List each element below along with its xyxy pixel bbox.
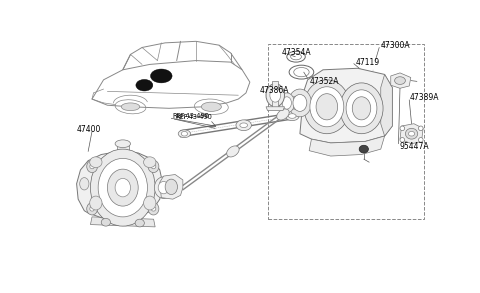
Ellipse shape	[98, 158, 147, 217]
Polygon shape	[160, 175, 183, 199]
Ellipse shape	[178, 130, 191, 138]
Text: 47386A: 47386A	[260, 86, 289, 95]
Polygon shape	[309, 136, 384, 156]
Ellipse shape	[395, 77, 406, 84]
Ellipse shape	[316, 94, 337, 120]
Bar	[268, 44, 424, 219]
Ellipse shape	[87, 160, 97, 173]
Polygon shape	[90, 217, 155, 227]
Ellipse shape	[266, 84, 285, 107]
Ellipse shape	[346, 90, 377, 127]
Text: REF.43-490: REF.43-490	[175, 114, 212, 120]
Ellipse shape	[310, 87, 344, 127]
Ellipse shape	[181, 131, 188, 136]
Ellipse shape	[148, 203, 159, 215]
Ellipse shape	[279, 93, 295, 113]
Text: 47352A: 47352A	[309, 77, 339, 86]
Circle shape	[90, 164, 95, 169]
Text: 47300A: 47300A	[381, 41, 410, 50]
Ellipse shape	[87, 203, 97, 215]
Polygon shape	[400, 124, 423, 144]
Ellipse shape	[227, 146, 239, 157]
Circle shape	[151, 207, 156, 211]
Ellipse shape	[144, 196, 156, 210]
Ellipse shape	[288, 89, 312, 117]
Text: 95447A: 95447A	[400, 142, 430, 151]
Ellipse shape	[148, 160, 159, 173]
Text: REF.43-490: REF.43-490	[173, 113, 210, 119]
Ellipse shape	[240, 123, 248, 127]
Ellipse shape	[288, 114, 296, 118]
Ellipse shape	[136, 79, 153, 91]
Ellipse shape	[121, 103, 140, 111]
Text: 47400: 47400	[77, 125, 101, 134]
Ellipse shape	[304, 80, 350, 134]
Polygon shape	[272, 81, 278, 109]
Ellipse shape	[90, 149, 155, 226]
Text: 47119: 47119	[356, 58, 380, 67]
Ellipse shape	[151, 69, 172, 83]
Ellipse shape	[90, 157, 102, 168]
Ellipse shape	[165, 179, 178, 195]
Ellipse shape	[80, 178, 89, 190]
Polygon shape	[117, 144, 129, 151]
Circle shape	[151, 164, 156, 169]
Polygon shape	[300, 68, 392, 143]
Ellipse shape	[282, 97, 291, 109]
Polygon shape	[391, 73, 411, 88]
Ellipse shape	[115, 140, 131, 148]
Circle shape	[419, 126, 423, 131]
Ellipse shape	[270, 88, 281, 102]
Ellipse shape	[352, 97, 371, 120]
Circle shape	[400, 138, 405, 142]
Ellipse shape	[194, 99, 228, 115]
Ellipse shape	[408, 131, 415, 136]
Ellipse shape	[115, 100, 146, 114]
Ellipse shape	[236, 120, 252, 131]
Polygon shape	[266, 107, 285, 111]
Ellipse shape	[406, 128, 418, 139]
Polygon shape	[381, 74, 392, 136]
Ellipse shape	[201, 102, 221, 111]
Ellipse shape	[115, 178, 131, 197]
Polygon shape	[288, 96, 300, 110]
Ellipse shape	[359, 145, 369, 153]
Circle shape	[90, 207, 95, 211]
Ellipse shape	[293, 94, 307, 111]
Ellipse shape	[101, 218, 110, 226]
Ellipse shape	[135, 219, 144, 227]
Circle shape	[419, 138, 423, 142]
Ellipse shape	[285, 111, 299, 121]
Circle shape	[400, 126, 405, 131]
Ellipse shape	[108, 169, 138, 206]
Ellipse shape	[155, 177, 173, 198]
Text: 47354A: 47354A	[281, 48, 311, 57]
Text: 47389A: 47389A	[410, 93, 440, 102]
Ellipse shape	[158, 181, 169, 194]
Ellipse shape	[90, 196, 102, 210]
Ellipse shape	[340, 83, 383, 134]
Ellipse shape	[277, 109, 289, 120]
Polygon shape	[77, 151, 163, 219]
Ellipse shape	[144, 157, 156, 168]
